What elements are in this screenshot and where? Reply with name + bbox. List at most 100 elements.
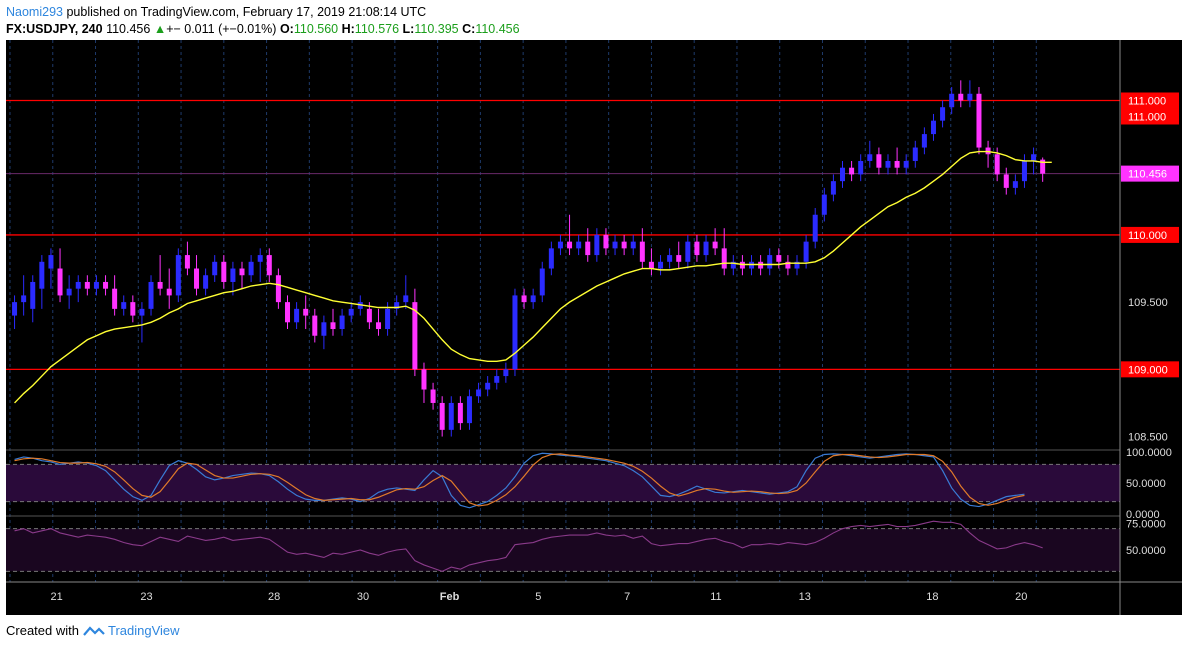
candle-body <box>257 255 263 262</box>
candle-body <box>794 261 800 269</box>
rsi-pane[interactable] <box>6 520 1120 572</box>
candle-body <box>858 160 864 175</box>
candle-body <box>767 255 773 269</box>
price-axis-tick-label: 108.500 <box>1128 432 1168 444</box>
candle-body <box>330 322 336 330</box>
candle-body <box>212 261 218 276</box>
candle-body <box>585 241 591 256</box>
candle-body <box>1003 174 1009 188</box>
symbol-label: FX:USDJPY, 240 <box>6 22 103 36</box>
stochastic-tick-label: 0.0000 <box>1126 509 1160 521</box>
candle-body <box>803 241 809 262</box>
candle-body <box>612 241 618 249</box>
candle-body <box>221 261 227 282</box>
stochastic-pane[interactable] <box>6 452 1120 517</box>
candle-body <box>876 154 882 168</box>
candle-body <box>530 295 536 303</box>
candle-body <box>66 288 72 296</box>
candle-body <box>321 322 327 336</box>
candle-body <box>476 389 482 397</box>
candle-body <box>849 167 855 175</box>
candle-body <box>166 288 172 296</box>
candle-body <box>403 295 409 303</box>
axes: 109.500 108.500 111.000 110.000 109.000 111.0… <box>6 40 1182 615</box>
time-axis-tick-label: 18 <box>926 591 938 603</box>
candle-body <box>994 154 1000 175</box>
moving-average-line <box>14 150 1052 404</box>
candle-body <box>421 369 427 390</box>
candle-body <box>839 167 846 182</box>
candle-body <box>576 241 582 249</box>
candle-body <box>867 154 873 161</box>
time-axis-tick-label: 7 <box>624 591 630 603</box>
candle-body <box>940 107 946 121</box>
time-axis-tick-label: 20 <box>1015 591 1027 603</box>
candle-body <box>567 241 573 249</box>
price-axis-tick-label: 109.500 <box>1128 297 1168 309</box>
candle-body <box>821 194 827 215</box>
candle-body <box>658 261 664 269</box>
candle-body <box>339 315 345 330</box>
candle-body <box>685 241 691 262</box>
stochastic-tick-label: 100.0000 <box>1126 447 1172 459</box>
level-price-tag <box>1121 361 1179 378</box>
candle-body <box>949 93 955 108</box>
level-price-label: 110.000 <box>1128 230 1167 242</box>
candle-body <box>103 281 109 289</box>
candle-body <box>175 255 181 296</box>
author-link[interactable]: Naomi293 <box>6 5 63 19</box>
change-value: +− 0.011 (+−0.01%) <box>166 22 277 36</box>
candle-body <box>630 241 636 249</box>
chart-header: Naomi293 published on TradingView.com, F… <box>6 4 520 38</box>
candle-body <box>139 308 145 316</box>
published-text: published on TradingView.com, February 1… <box>66 5 427 19</box>
candle-body <box>1031 154 1037 161</box>
candle-body <box>521 295 527 303</box>
rsi-band <box>6 528 1120 572</box>
price-pane[interactable] <box>6 80 1120 451</box>
candle-body <box>385 308 391 330</box>
candle-body <box>12 302 18 316</box>
chart-canvas[interactable]: 109.500 108.500 111.000 110.000 109.000 111.0… <box>6 40 1182 615</box>
chart-background <box>6 40 1182 615</box>
candle-body <box>203 275 209 289</box>
candle-body <box>603 234 609 249</box>
candle-body <box>84 281 90 289</box>
candle-body <box>239 268 245 276</box>
candle-body <box>112 288 118 309</box>
candle-body <box>1040 159 1046 174</box>
candle-body <box>266 255 272 276</box>
footer: Created with TradingView <box>6 623 180 638</box>
low-value: 110.395 <box>414 22 459 36</box>
candle-body <box>885 160 891 168</box>
open-label: O: <box>279 22 294 36</box>
candle-body <box>21 295 27 303</box>
stochastic-band <box>6 464 1120 502</box>
candle-body <box>648 261 654 269</box>
candle-body <box>394 302 400 309</box>
candle-body <box>903 160 909 168</box>
created-with-text: Created with <box>6 623 79 638</box>
candle-body <box>785 261 791 269</box>
candle-body <box>75 281 81 289</box>
time-axis-tick-label: 11 <box>710 591 721 603</box>
candle-body <box>548 248 554 269</box>
candle-body <box>976 93 982 148</box>
candle-body <box>894 160 900 168</box>
open-value: 110.560 <box>293 22 339 36</box>
candle-body <box>930 120 936 135</box>
tradingview-brand[interactable]: TradingView <box>107 623 180 638</box>
candle-body <box>457 402 463 424</box>
candle-body <box>712 241 718 249</box>
candle-body <box>39 261 45 289</box>
up-arrow-icon: ▲ <box>153 22 167 36</box>
rsi-tick-label: 75.0000 <box>1126 518 1166 530</box>
candle-body <box>366 308 372 323</box>
candle-body <box>303 308 309 316</box>
candle-body <box>621 241 627 249</box>
close-value: 110.456 <box>475 22 520 36</box>
stochastic-d-line <box>14 453 1025 507</box>
candle-body <box>448 402 454 430</box>
time-axis-tick-label: Feb <box>440 591 460 603</box>
candle-body <box>1021 160 1027 182</box>
